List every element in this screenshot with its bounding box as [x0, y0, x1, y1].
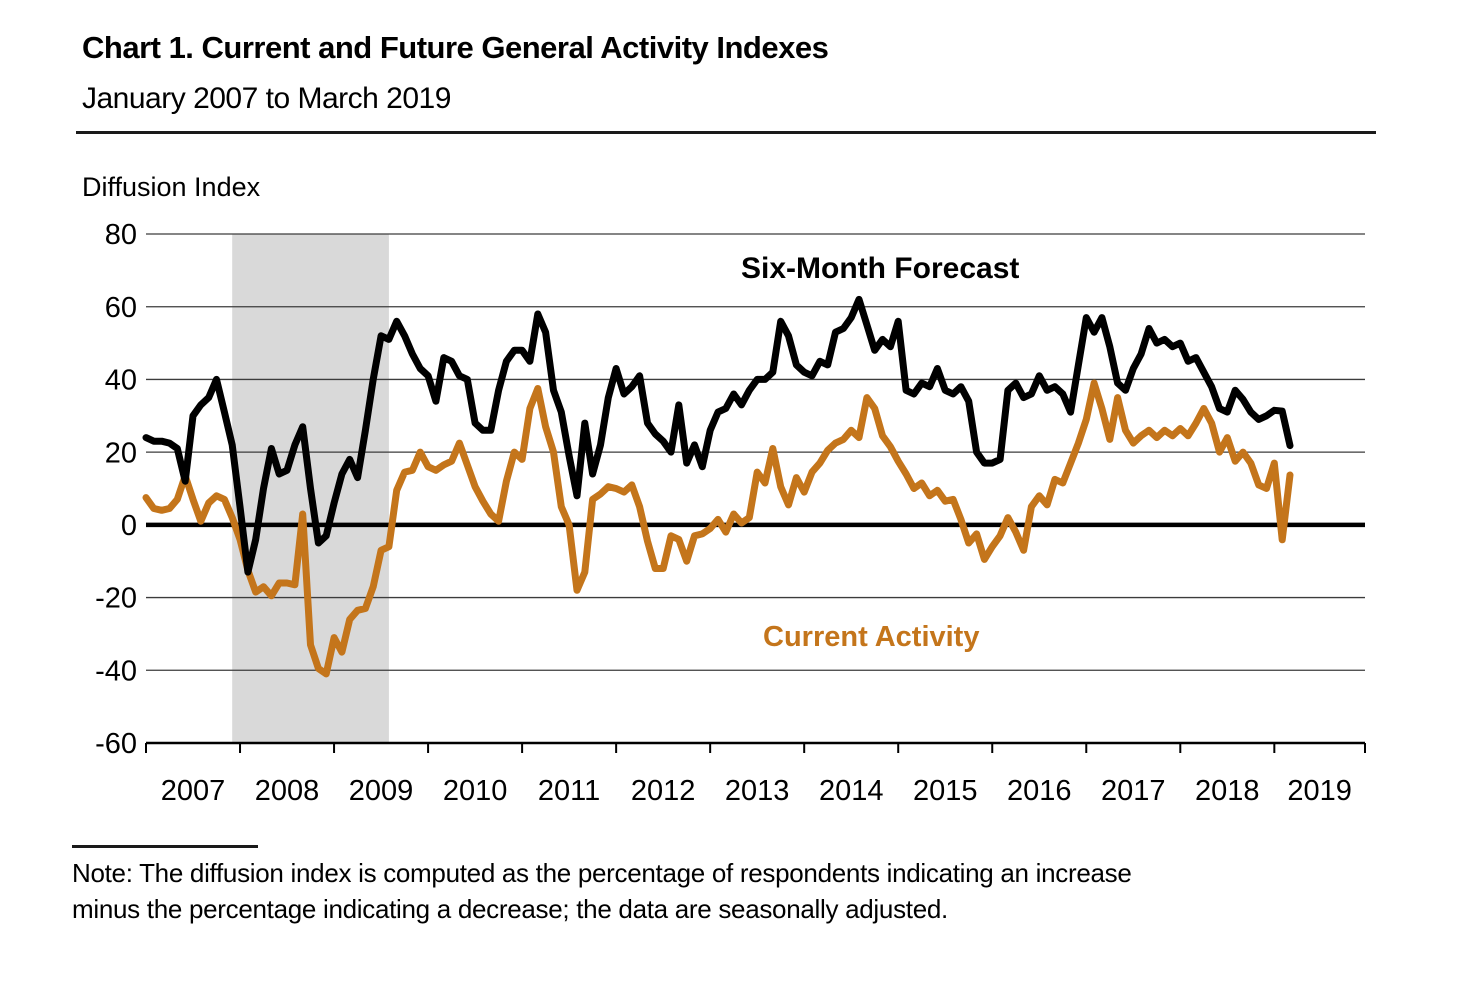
y-axis-tick-label: 60 — [105, 292, 137, 324]
x-axis-year-label: 2011 — [538, 775, 600, 807]
x-axis-year-label: 2009 — [349, 775, 414, 807]
x-axis-year-label: 2014 — [819, 775, 884, 807]
x-axis-year-label: 2019 — [1287, 775, 1352, 807]
note-text-line-2: minus the percentage indicating a decrea… — [72, 894, 948, 924]
note-text-line-1: Note: The diffusion index is computed as… — [72, 858, 1132, 888]
current-series-label: Current Activity — [763, 621, 980, 653]
x-axis-year-label: 2017 — [1101, 775, 1166, 807]
y-axis-tick-label: 40 — [105, 365, 137, 397]
six-month-forecast-line — [142, 295, 1294, 576]
x-axis-year-label: 2008 — [255, 775, 320, 807]
y-axis-tick-label: 0 — [121, 510, 137, 542]
x-axis-year-label: 2013 — [725, 775, 790, 807]
y-axis-tick-label: 20 — [105, 437, 137, 469]
x-axis-year-label: 2018 — [1195, 775, 1260, 807]
x-axis-year-label: 2007 — [161, 775, 226, 807]
note-divider-line — [72, 845, 258, 848]
x-axis-year-label: 2010 — [443, 775, 508, 807]
chart-title: Chart 1. Current and Future General Acti… — [82, 30, 829, 65]
y-axis-tick-label: -20 — [95, 583, 137, 615]
x-axis-year-label: 2016 — [1007, 775, 1072, 807]
current-activity-line — [142, 379, 1294, 678]
y-axis-title: Diffusion Index — [82, 172, 261, 202]
x-axis-year-label: 2015 — [913, 775, 978, 807]
y-axis-tick-label: 80 — [105, 219, 137, 251]
x-axis-year-label: 2012 — [631, 775, 696, 807]
title-divider-line — [76, 131, 1376, 134]
forecast-series-label: Six-Month Forecast — [741, 252, 1020, 285]
chart-subtitle: January 2007 to March 2019 — [82, 82, 451, 115]
y-axis-tick-label: -60 — [95, 728, 137, 760]
y-axis-tick-label: -40 — [95, 655, 137, 687]
